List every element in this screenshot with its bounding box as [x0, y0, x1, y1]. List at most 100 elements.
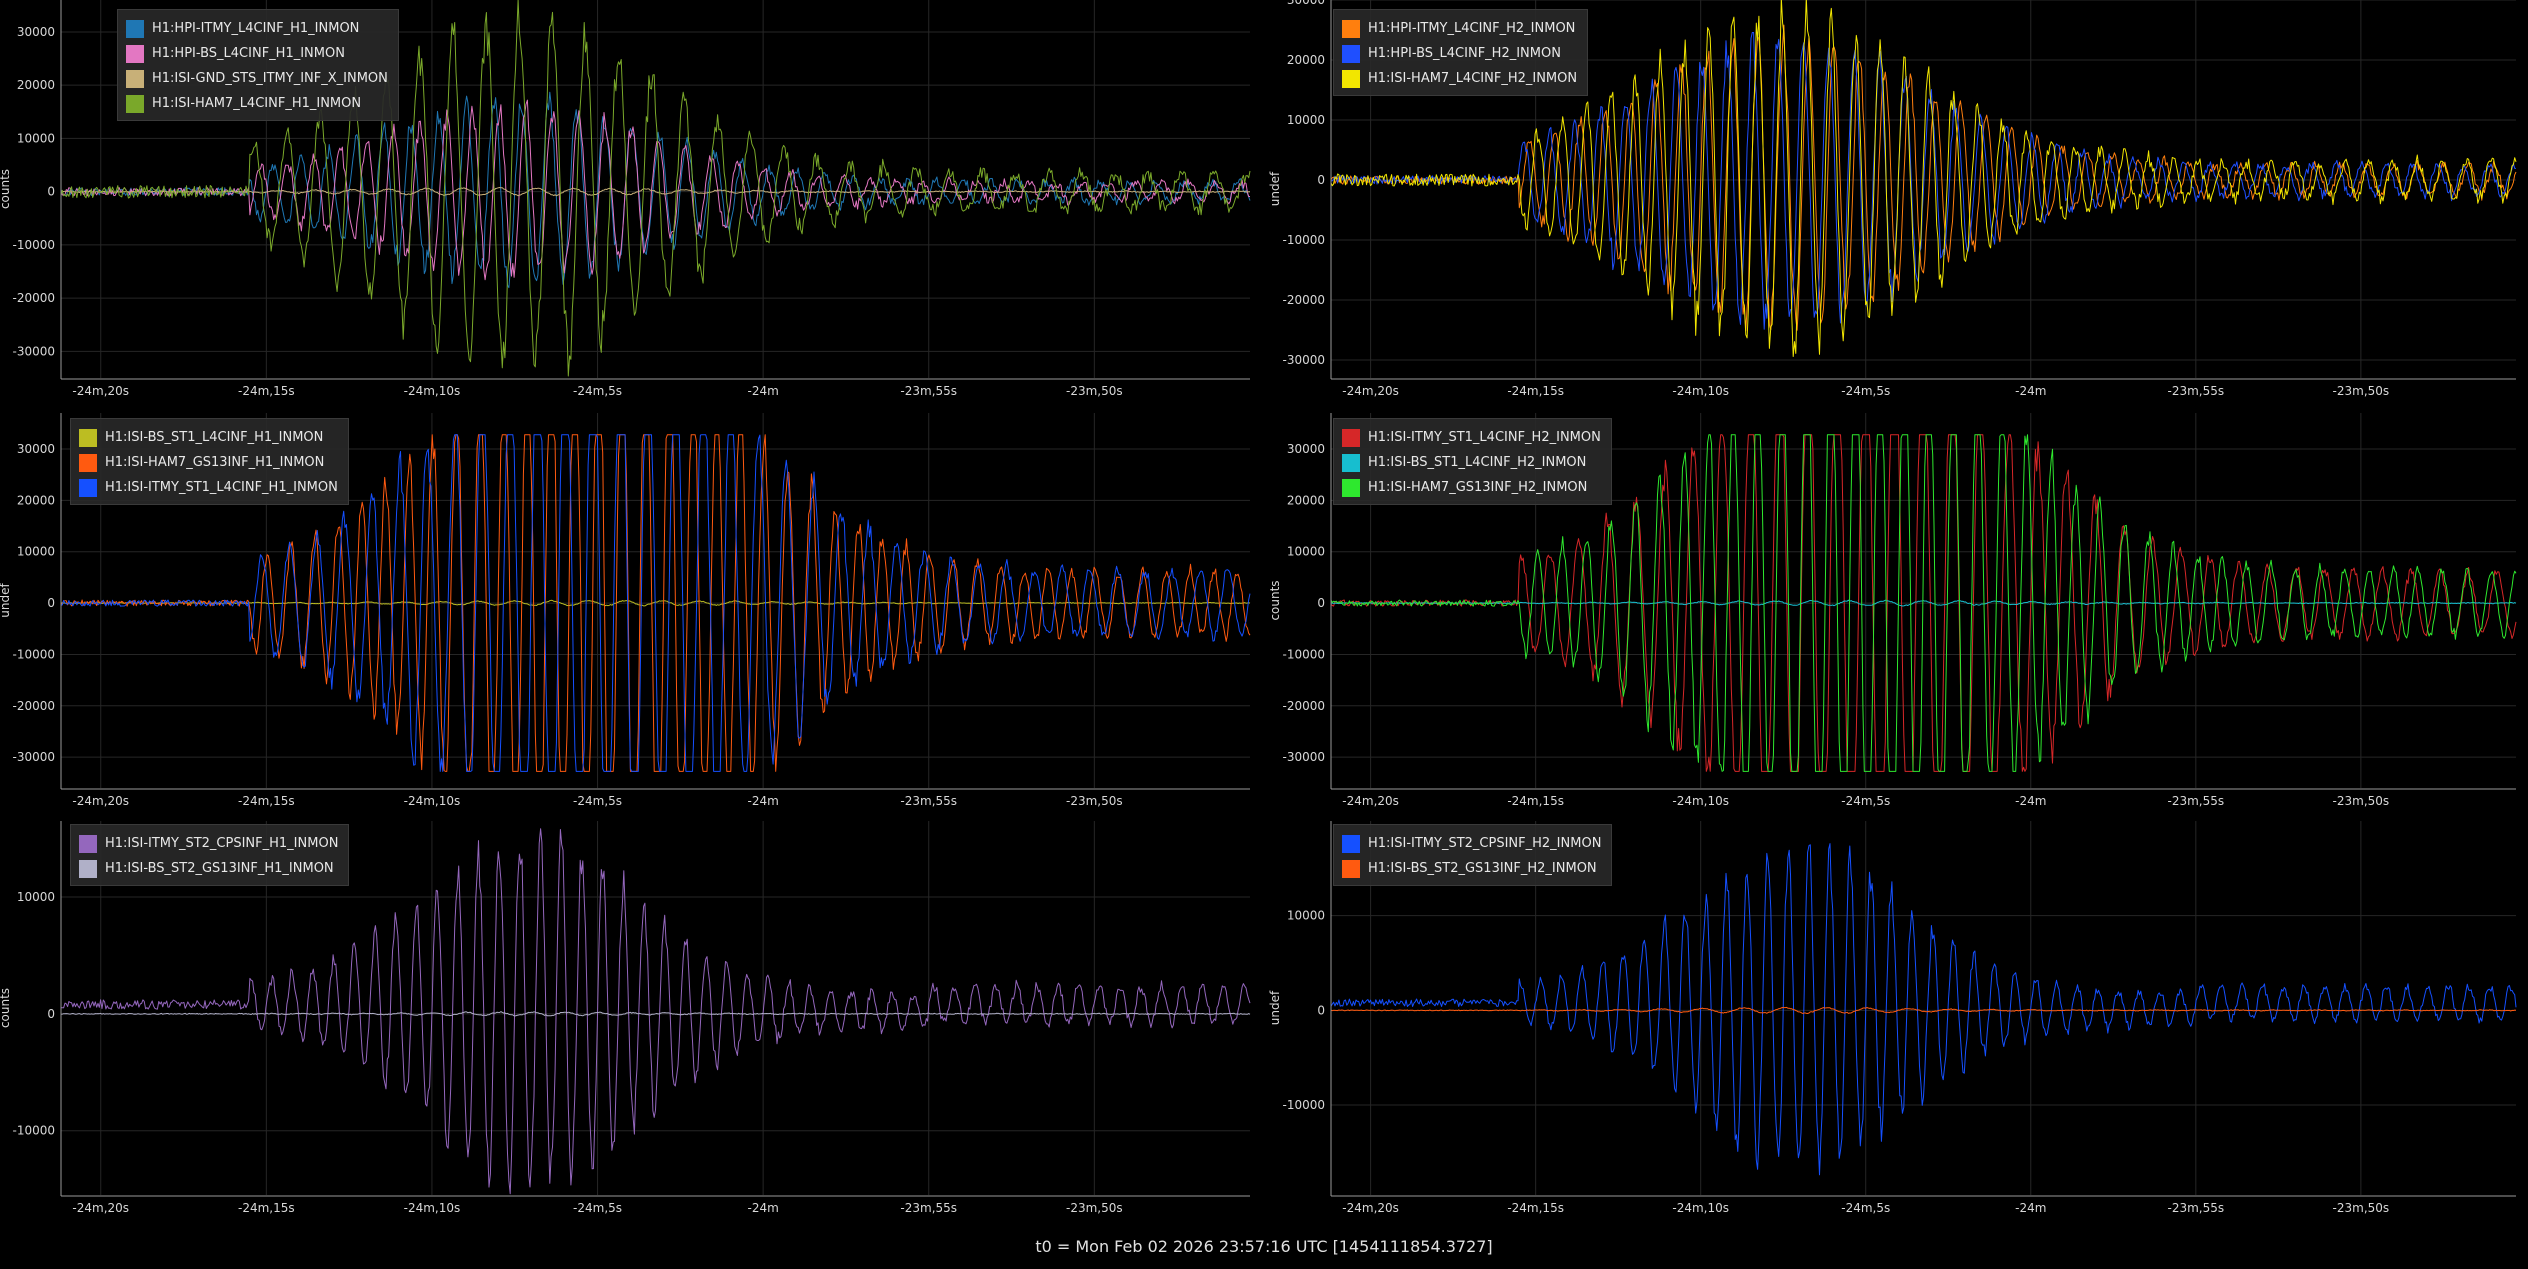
y-tick-label: -30000 [12, 750, 55, 764]
x-tick-label: -23m,50s [1066, 794, 1123, 808]
legend-label: H1:HPI-BS_L4CINF_H2_INMON [1368, 46, 1561, 61]
legend-swatch [1342, 19, 1360, 38]
legend-item[interactable]: H1:ISI-BS_ST1_L4CINF_H2_INMON [1342, 450, 1601, 475]
series-line [60, 91, 1251, 289]
series-line [60, 1011, 1251, 1017]
x-tick-label: -24m,20s [1342, 1201, 1399, 1215]
series-line [1330, 843, 2517, 1176]
y-tick-label: 30000 [17, 25, 55, 39]
legend-item[interactable]: H1:ISI-ITMY_ST1_L4CINF_H2_INMON [1342, 425, 1601, 450]
plot-canvas[interactable]: 30000 20000 10000 0 -10000 -20000 -30000 -24m,2… [1262, 0, 2528, 410]
legend-swatch [79, 834, 97, 853]
legend[interactable]: H1:ISI-ITMY_ST2_CPSINF_H1_INMON H1:ISI-BS… [70, 824, 350, 886]
legend-swatch [79, 428, 97, 447]
legend-swatch [79, 859, 97, 878]
plot-panel-4[interactable]: 30000 20000 10000 0 -10000 -20000 -30000 -24m,2… [1262, 408, 2528, 818]
y-axis-label: undef [1268, 171, 1282, 206]
legend-item[interactable]: H1:ISI-BS_ST2_GS13INF_H1_INMON [79, 856, 338, 881]
x-tick-label: -24m,10s [404, 794, 461, 808]
y-tick-label: 10000 [17, 545, 55, 559]
legend[interactable]: H1:ISI-ITMY_ST1_L4CINF_H2_INMON H1:ISI-BS… [1333, 418, 1612, 505]
legend-label: H1:ISI-HAM7_GS13INF_H1_INMON [105, 455, 325, 470]
legend-label: H1:ISI-BS_ST2_GS13INF_H2_INMON [1368, 861, 1597, 876]
legend[interactable]: H1:HPI-ITMY_L4CINF_H2_INMON H1:HPI-BS_L4C… [1333, 9, 1589, 96]
series-line [60, 434, 1251, 772]
legend-label: H1:ISI-BS_ST1_L4CINF_H1_INMON [105, 430, 324, 445]
legend-swatch [1342, 69, 1360, 88]
y-tick-label: -20000 [1282, 293, 1325, 307]
legend-item[interactable]: H1:ISI-BS_ST1_L4CINF_H1_INMON [79, 425, 338, 450]
plot-canvas[interactable]: 30000 20000 10000 0 -10000 -20000 -30000 -24m,2… [0, 0, 1262, 410]
legend-item[interactable]: H1:HPI-ITMY_L4CINF_H2_INMON [1342, 16, 1577, 41]
y-axis-label: undef [1268, 990, 1282, 1025]
legend-item[interactable]: H1:ISI-HAM7_L4CINF_H1_INMON [126, 91, 388, 116]
y-tick-label: 10000 [17, 890, 55, 904]
x-tick-label: -24m,5s [573, 384, 622, 398]
series-line [60, 187, 1251, 197]
legend-label: H1:HPI-BS_L4CINF_H1_INMON [152, 46, 345, 61]
plot-canvas[interactable]: 10000 0 -10000 -24m,20s -24m,15s -24m,10s -24m… [0, 816, 1262, 1236]
legend-swatch [126, 19, 144, 38]
legend-swatch [1342, 478, 1360, 497]
legend-item[interactable]: H1:ISI-HAM7_L4CINF_H2_INMON [1342, 66, 1577, 91]
plot-canvas[interactable]: 30000 20000 10000 0 -10000 -20000 -30000 -24m,2… [1262, 408, 2528, 818]
x-tick-label: -24m,15s [1507, 384, 1564, 398]
legend-label: H1:ISI-BS_ST2_GS13INF_H1_INMON [105, 861, 334, 876]
legend-item[interactable]: H1:HPI-ITMY_L4CINF_H1_INMON [126, 16, 388, 41]
x-tick-label: -24m,15s [238, 1201, 295, 1215]
y-tick-label: 20000 [17, 78, 55, 92]
y-tick-label: -20000 [12, 699, 55, 713]
y-tick-label: -10000 [12, 647, 55, 661]
y-tick-label: 10000 [1287, 909, 1325, 923]
x-tick-label: -24m,5s [1841, 794, 1890, 808]
x-tick-label: -23m,55s [2168, 794, 2225, 808]
x-tick-label: -24m,15s [238, 384, 295, 398]
legend-label: H1:ISI-ITMY_ST2_CPSINF_H2_INMON [1368, 836, 1602, 851]
y-tick-label: -10000 [12, 238, 55, 252]
legend-item[interactable]: H1:ISI-HAM7_GS13INF_H1_INMON [79, 450, 338, 475]
y-tick-label: 0 [47, 185, 55, 199]
x-tick-label: -24m [747, 1201, 778, 1215]
legend[interactable]: H1:ISI-BS_ST1_L4CINF_H1_INMON H1:ISI-HAM7… [70, 418, 349, 505]
x-tick-label: -24m,20s [1342, 794, 1399, 808]
x-tick-label: -24m,10s [404, 1201, 461, 1215]
legend-item[interactable]: H1:ISI-BS_ST2_GS13INF_H2_INMON [1342, 856, 1601, 881]
plot-panel-6[interactable]: 10000 0 -10000 -24m,20s -24m,15s -24m,10s -24m… [1262, 816, 2528, 1236]
x-tick-label: -24m [747, 384, 778, 398]
legend-label: H1:ISI-ITMY_ST2_CPSINF_H1_INMON [105, 836, 339, 851]
y-tick-label: 10000 [1287, 545, 1325, 559]
legend-item[interactable]: H1:ISI-HAM7_GS13INF_H2_INMON [1342, 475, 1601, 500]
plot-panel-3[interactable]: 30000 20000 10000 0 -10000 -20000 -30000 -24m,2… [0, 408, 1262, 818]
x-tick-label: -24m,20s [1342, 384, 1399, 398]
y-tick-label: 30000 [1287, 442, 1325, 456]
y-tick-label: -30000 [12, 344, 55, 358]
x-tick-label: -24m,10s [1672, 384, 1729, 398]
legend-swatch [1342, 453, 1360, 472]
legend[interactable]: H1:ISI-ITMY_ST2_CPSINF_H2_INMON H1:ISI-BS… [1333, 824, 1613, 886]
x-tick-label: -24m,10s [1672, 794, 1729, 808]
y-tick-label: -10000 [12, 1124, 55, 1138]
x-tick-label: -24m,10s [404, 384, 461, 398]
y-tick-label: -10000 [1282, 647, 1325, 661]
legend-item[interactable]: H1:HPI-BS_L4CINF_H2_INMON [1342, 41, 1577, 66]
x-tick-label: -24m,5s [573, 1201, 622, 1215]
legend-label: H1:ISI-HAM7_GS13INF_H2_INMON [1368, 480, 1588, 495]
legend-item[interactable]: H1:ISI-GND_STS_ITMY_INF_X_INMON [126, 66, 388, 91]
plot-panel-1[interactable]: 30000 20000 10000 0 -10000 -20000 -30000 -24m,2… [0, 0, 1262, 410]
legend-item[interactable]: H1:HPI-BS_L4CINF_H1_INMON [126, 41, 388, 66]
x-tick-label: -24m,20s [72, 794, 129, 808]
x-tick-label: -23m,55s [900, 1201, 957, 1215]
legend-label: H1:HPI-ITMY_L4CINF_H1_INMON [152, 21, 360, 36]
x-tick-label: -24m,20s [72, 384, 129, 398]
plot-panel-5[interactable]: 10000 0 -10000 -24m,20s -24m,15s -24m,10s -24m… [0, 816, 1262, 1236]
legend-item[interactable]: H1:ISI-ITMY_ST2_CPSINF_H1_INMON [79, 831, 338, 856]
y-tick-label: 10000 [17, 131, 55, 145]
y-axis-label: counts [0, 169, 12, 209]
legend-item[interactable]: H1:ISI-ITMY_ST2_CPSINF_H2_INMON [1342, 831, 1601, 856]
plot-panel-2[interactable]: 30000 20000 10000 0 -10000 -20000 -30000 -24m,2… [1262, 0, 2528, 410]
plot-canvas[interactable]: 10000 0 -10000 -24m,20s -24m,15s -24m,10s -24m… [1262, 816, 2528, 1236]
y-tick-label: -30000 [1282, 750, 1325, 764]
legend[interactable]: H1:HPI-ITMY_L4CINF_H1_INMON H1:HPI-BS_L4C… [117, 9, 399, 121]
legend-item[interactable]: H1:ISI-ITMY_ST1_L4CINF_H1_INMON [79, 475, 338, 500]
x-tick-label: -24m,15s [1507, 1201, 1564, 1215]
